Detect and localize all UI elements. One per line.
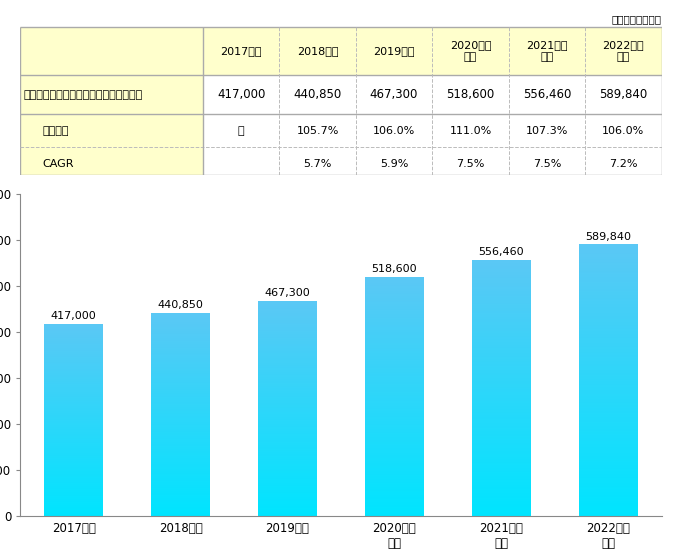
Text: 417,000: 417,000	[217, 88, 265, 101]
Text: 111.0%: 111.0%	[450, 126, 491, 136]
Text: 7.2%: 7.2%	[609, 159, 638, 169]
Text: 556,460: 556,460	[522, 88, 571, 101]
Text: 518,600: 518,600	[446, 88, 495, 101]
Text: 440,850: 440,850	[294, 88, 342, 101]
Text: （単位：百万円）: （単位：百万円）	[612, 14, 662, 24]
Text: 工き方改革ソリューション国内市場規模: 工き方改革ソリューション国内市場規模	[24, 90, 143, 100]
Text: 107.3%: 107.3%	[526, 126, 568, 136]
Text: 前年度比: 前年度比	[42, 126, 69, 136]
Text: 2020年度
予測: 2020年度 予測	[450, 40, 491, 62]
Text: 7.5%: 7.5%	[533, 159, 561, 169]
Text: 467,300: 467,300	[370, 88, 418, 101]
Text: 5.9%: 5.9%	[380, 159, 408, 169]
Text: 467,300: 467,300	[265, 288, 310, 298]
Text: 2022年度
予測: 2022年度 予測	[603, 40, 644, 62]
Text: －: －	[238, 126, 244, 136]
Text: 417,000: 417,000	[51, 311, 97, 321]
Text: 589,840: 589,840	[599, 88, 647, 101]
Text: 2021年度
予測: 2021年度 予測	[526, 40, 568, 62]
Text: 2018年度: 2018年度	[297, 46, 338, 56]
Text: CAGR: CAGR	[42, 159, 74, 169]
Text: 105.7%: 105.7%	[296, 126, 339, 136]
Text: 2017年度: 2017年度	[221, 46, 262, 56]
Text: 440,850: 440,850	[158, 300, 203, 310]
Text: 556,460: 556,460	[479, 247, 524, 257]
Text: 106.0%: 106.0%	[602, 126, 645, 136]
Text: 7.5%: 7.5%	[456, 159, 485, 169]
Text: 589,840: 589,840	[585, 231, 631, 241]
Text: 5.7%: 5.7%	[304, 159, 332, 169]
Text: 518,600: 518,600	[371, 264, 417, 274]
Text: 106.0%: 106.0%	[373, 126, 415, 136]
Text: 2019年度: 2019年度	[373, 46, 415, 56]
